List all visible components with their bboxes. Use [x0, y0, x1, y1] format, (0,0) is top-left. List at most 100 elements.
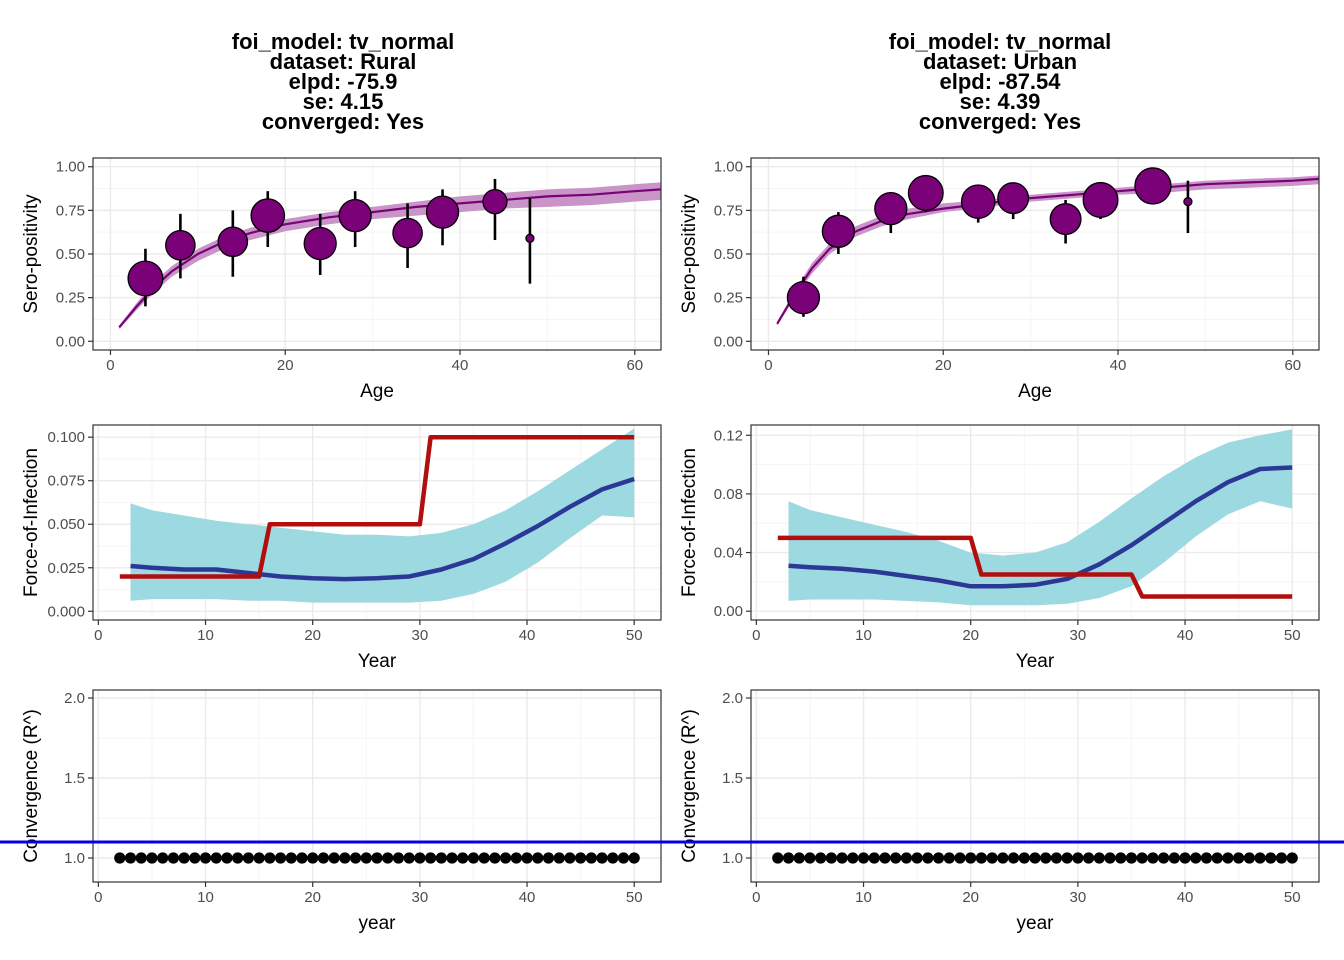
y-tick-label: 0.075 [47, 473, 85, 490]
x-tick-label: 50 [626, 627, 643, 644]
x-axis-title: Year [358, 651, 397, 672]
rhat-point [1018, 852, 1030, 864]
data-point [425, 195, 460, 229]
title-urban-line: converged: Yes [919, 109, 1081, 134]
data-point [1082, 181, 1119, 218]
rhat-point [1200, 852, 1213, 864]
urban-convergence-panel: 0 10 20 30 40 50 1.0 1.5 2.0 year Convergence (R^) [679, 689, 1320, 934]
title-urban-line: dataset: Urban [923, 49, 1077, 74]
x-tick-label: 20 [962, 889, 979, 906]
x-tick-label: 10 [197, 627, 214, 644]
rhat-point [836, 852, 848, 864]
data-point [165, 229, 196, 261]
rhat-point [868, 852, 880, 864]
y-tick-label: 0.100 [47, 429, 85, 446]
rhat-point [943, 852, 955, 864]
rhat-point [317, 852, 330, 864]
rhat-point [900, 852, 912, 864]
rhat-point [542, 852, 555, 864]
rhat-point [922, 852, 934, 864]
rhat-point [457, 852, 469, 864]
data-point [821, 214, 856, 248]
rhat-point [210, 852, 222, 864]
rhat-point [424, 852, 437, 864]
rhat-point [585, 852, 597, 864]
chart-panels: 0 20 40 600.000.250.500.751.00AgeSero-posit… [0, 157, 1344, 934]
rhat-point [264, 852, 276, 864]
rhat-point [793, 852, 805, 864]
y-tick-label: 0.050 [47, 516, 85, 533]
rhat-point [510, 852, 522, 864]
rhat-point [1265, 852, 1277, 864]
urban-seroprevalence-panel: 0 20 40 60 0.00 0.25 0.50 0.75 1.00 Age Sero-posit… [679, 157, 1320, 402]
rhat-point [500, 852, 512, 864]
rhat-point [521, 852, 533, 864]
y-axis-title: Sero-positivity [21, 194, 42, 314]
rhat-point [1275, 852, 1288, 864]
data-point [874, 191, 908, 226]
x-tick-label: 30 [1070, 627, 1087, 644]
rhat-point [965, 852, 977, 864]
data-point [392, 217, 423, 249]
x-tick-label: 30 [1070, 889, 1087, 906]
rural-seroprevalence-panel: 0 20 40 60 0.00 0.25 0.50 0.75 1.00 Age Sero-posit… [21, 157, 662, 402]
rhat-point [446, 852, 458, 864]
data-point [482, 188, 508, 215]
rhat-point [435, 852, 447, 864]
rhat-point [911, 852, 923, 864]
y-tick-label: 0.25 [714, 290, 743, 307]
rhat-point [232, 852, 244, 864]
rhat-point [489, 852, 501, 864]
rhat-point [1286, 852, 1298, 864]
foi-estimate-line [788, 465, 1293, 589]
rhat-point [628, 852, 640, 864]
y-tick-label: 2.0 [64, 690, 85, 707]
data-point [303, 226, 337, 261]
urban-seroprevalence-plot-area [776, 167, 1319, 326]
title-urban-line: foi_model: tv_normal [889, 29, 1111, 54]
x-tick-label: 40 [519, 627, 536, 644]
rhat-point [360, 852, 372, 864]
data-point [1183, 196, 1193, 207]
rhat-point [1168, 852, 1180, 864]
x-tick-label: 0 [106, 357, 114, 374]
y-tick-label: 0.75 [714, 202, 743, 219]
foi-true-line [119, 434, 635, 579]
y-tick-label: 1.00 [56, 159, 85, 176]
y-axis-title: Force-of-Infection [21, 448, 42, 597]
panel-border [750, 689, 1320, 883]
y-tick-label: 0.00 [56, 333, 85, 350]
credible-interval-ribbon [777, 175, 1319, 326]
rhat-point [575, 852, 587, 864]
x-tick-label: 50 [626, 889, 643, 906]
rhat-point [253, 852, 265, 864]
x-axis-title: year [1017, 913, 1055, 934]
x-axis-title: Age [360, 381, 394, 402]
rhat-point [857, 852, 870, 864]
urban-foi-plot-area [777, 429, 1293, 606]
x-tick-label: 30 [412, 627, 429, 644]
x-tick-label: 0 [94, 627, 102, 644]
y-tick-label: 1.00 [714, 159, 743, 176]
x-tick-label: 40 [1177, 889, 1194, 906]
rhat-point [890, 852, 902, 864]
urban-foi-panel: 0 10 20 30 40 50 0.00 0.04 0.08 0.12 Year Force-of-… [679, 424, 1320, 672]
y-axis-title: Sero-positivity [679, 194, 700, 314]
y-tick-label: 0.00 [714, 603, 743, 620]
x-tick-label: 40 [519, 889, 536, 906]
fitted-curve [776, 177, 1319, 325]
rhat-point [1190, 852, 1202, 864]
rhat-point [114, 852, 126, 864]
rhat-point [1007, 852, 1020, 864]
y-tick-label: 0.75 [56, 202, 85, 219]
x-tick-label: 0 [94, 889, 102, 906]
title-urban-line: elpd: -87.54 [939, 69, 1061, 94]
rhat-point [932, 852, 945, 864]
rhat-point [1072, 852, 1084, 864]
rural-foi-plot-area [119, 428, 635, 603]
data-point [525, 233, 535, 243]
x-axis-title: Year [1016, 651, 1055, 672]
foi-true-line [777, 535, 1293, 599]
rhat-point [189, 852, 201, 864]
rhat-point [392, 852, 405, 864]
